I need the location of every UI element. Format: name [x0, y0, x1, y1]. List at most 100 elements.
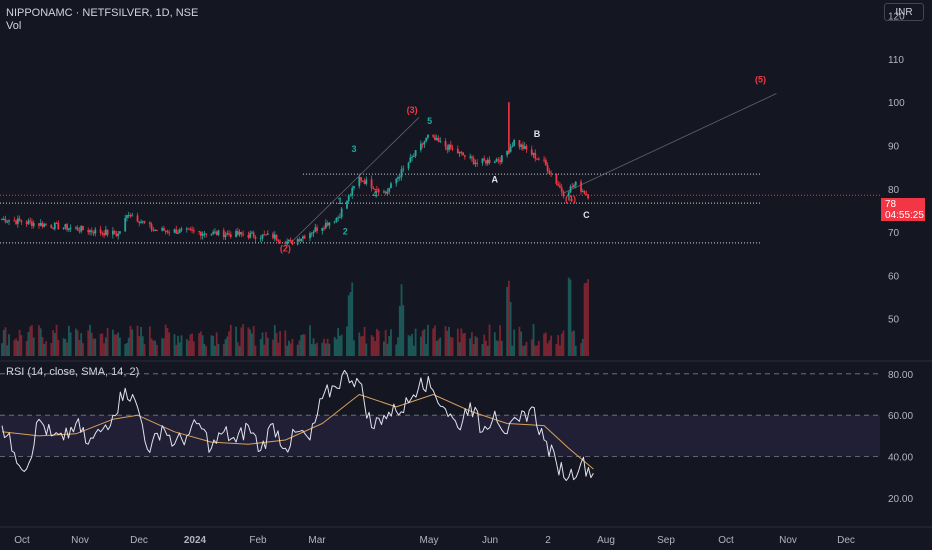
- candle-body: [254, 237, 257, 239]
- candle-body: [425, 137, 428, 142]
- candle-body: [499, 160, 501, 163]
- candle-body: [154, 230, 157, 232]
- volume-bar: [251, 333, 253, 356]
- candle-body: [163, 228, 165, 231]
- volume-bar: [300, 335, 303, 356]
- volume-bar: [75, 328, 77, 356]
- volume-bar: [286, 345, 289, 356]
- candle-body: [324, 222, 327, 229]
- volume-bar: [536, 345, 538, 356]
- candle-body: [55, 222, 58, 224]
- volume-bar: [523, 345, 526, 356]
- candle-body: [203, 233, 206, 235]
- volume-bar: [499, 325, 501, 356]
- wave-label: 1: [337, 196, 342, 206]
- candle-body: [353, 186, 355, 188]
- volume-bar: [409, 336, 412, 356]
- candle-body: [52, 227, 54, 229]
- candle-body: [560, 187, 563, 192]
- candle-body: [291, 240, 294, 245]
- candle-body: [435, 138, 438, 141]
- volume-bar: [175, 344, 178, 356]
- volume-bar: [18, 329, 21, 356]
- candle-body: [328, 222, 331, 226]
- candle-body: [161, 228, 164, 231]
- candle-body: [38, 223, 40, 226]
- candle-body: [53, 222, 56, 229]
- candle-body: [458, 151, 461, 154]
- volume-bar: [4, 327, 7, 356]
- volume-bar: [289, 343, 292, 356]
- candle-body: [488, 159, 491, 163]
- volume-bar: [199, 331, 202, 356]
- candle-body: [117, 233, 120, 236]
- candle-body: [372, 187, 375, 190]
- volume-bar: [235, 326, 237, 356]
- candle-body: [316, 227, 318, 231]
- candle-body: [187, 228, 190, 230]
- volume-bar: [340, 334, 343, 356]
- candle-body: [358, 177, 361, 187]
- candle-body: [518, 140, 521, 147]
- candle-body: [583, 191, 586, 194]
- candle-body: [569, 186, 572, 193]
- candle-body: [199, 232, 202, 236]
- volume-bar: [41, 336, 44, 356]
- candle-body: [177, 232, 179, 234]
- volume-bar: [474, 336, 477, 356]
- volume-bar: [543, 333, 545, 356]
- candle-body: [6, 221, 9, 223]
- candle-body: [64, 224, 67, 228]
- candle-body: [571, 186, 574, 188]
- currency-button[interactable]: INR: [884, 3, 924, 21]
- candle-body: [321, 227, 324, 231]
- volume-bar: [506, 286, 509, 356]
- time-tick-label: Aug: [597, 535, 615, 546]
- candle-body: [522, 144, 524, 149]
- volume-bar: [2, 329, 5, 356]
- candle-body: [407, 162, 410, 169]
- candle-body: [573, 185, 575, 188]
- volume-bar: [187, 340, 190, 356]
- candle-body: [543, 159, 545, 161]
- volume-bar: [412, 345, 415, 356]
- volume-bar: [29, 326, 32, 356]
- candle-body: [581, 191, 584, 193]
- candle-body: [141, 221, 144, 223]
- volume-bar: [483, 334, 486, 356]
- time-tick-label: May: [420, 535, 439, 546]
- candle-body: [198, 231, 201, 233]
- volume-bar: [456, 328, 459, 356]
- candle-body: [164, 230, 167, 232]
- volume-bar: [400, 284, 403, 356]
- volume-bar: [449, 336, 452, 356]
- volume-bar: [555, 343, 558, 356]
- candle-body: [339, 217, 341, 219]
- volume-bar: [432, 328, 435, 356]
- volume-bar: [493, 332, 496, 356]
- wave-label: B: [534, 129, 541, 139]
- volume-bar: [82, 343, 84, 356]
- candle-body: [148, 222, 151, 225]
- time-tick-label: 2024: [184, 535, 207, 546]
- candle-body: [78, 230, 81, 232]
- candle-body: [432, 134, 435, 137]
- candle-body: [302, 236, 304, 239]
- candle-body: [383, 191, 385, 193]
- volume-bar: [161, 338, 164, 356]
- volume-bar: [111, 329, 114, 356]
- candle-body: [537, 158, 540, 160]
- volume-bar: [185, 339, 188, 356]
- volume-bar: [321, 342, 324, 356]
- volume-bar: [55, 324, 58, 356]
- candle-body: [574, 181, 577, 186]
- candle-body: [212, 231, 215, 234]
- volume-bar: [337, 328, 340, 356]
- volume-bar: [205, 345, 208, 356]
- volume-bar: [119, 337, 121, 356]
- candle-body: [235, 231, 237, 237]
- candle-body: [460, 151, 463, 153]
- candle-body: [456, 148, 459, 154]
- volume-bar: [372, 336, 375, 356]
